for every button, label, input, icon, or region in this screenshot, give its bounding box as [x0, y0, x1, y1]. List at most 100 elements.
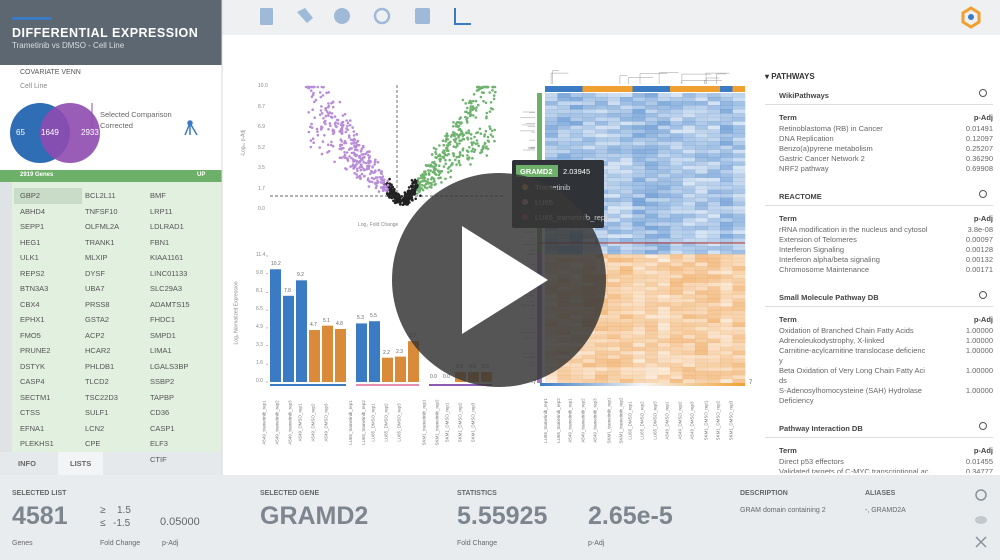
heat-cell	[670, 350, 683, 356]
heat-cell	[607, 314, 621, 319]
heat-cell	[720, 109, 733, 114]
pathway-row[interactable]: Adrenoleukodystrophy, X-linked 1.00000	[765, 336, 993, 346]
axis-label: Log₂ Fold Change	[358, 222, 399, 228]
volcano-dot	[449, 169, 453, 172]
volcano-dot	[327, 91, 331, 94]
volcano-dot	[354, 164, 357, 167]
volcano-dot	[464, 110, 467, 114]
heat-cell	[732, 282, 746, 287]
volcano-dot	[444, 177, 447, 181]
heat-cell	[595, 350, 608, 356]
tab-active[interactable]	[58, 452, 103, 475]
heat-cell	[682, 302, 696, 307]
network-icon[interactable]	[184, 120, 198, 136]
search-icon[interactable]	[979, 422, 987, 430]
volcano-dot	[439, 157, 443, 161]
heat-cell	[707, 129, 721, 134]
heat-cell	[732, 165, 746, 170]
column-band	[620, 86, 633, 92]
heat-cell	[695, 217, 708, 223]
search-icon[interactable]	[979, 190, 987, 198]
volcano-dot	[316, 133, 320, 137]
pathway-row[interactable]: Validated targets of C-MYC transcription…	[765, 467, 993, 473]
search-icon[interactable]	[975, 489, 987, 501]
heat-cell	[670, 177, 683, 182]
pathway-row[interactable]: NRF2 pathway 0.69908	[765, 164, 993, 174]
heat-cell	[707, 266, 721, 271]
heat-cell	[670, 246, 683, 251]
heat-cell	[620, 189, 633, 195]
column-band	[695, 86, 708, 92]
heat-cell	[720, 173, 733, 178]
icon[interactable]	[415, 8, 430, 24]
heat-cell	[682, 113, 696, 118]
pathway-row[interactable]: Direct p53 effectors 0.01455	[765, 457, 993, 467]
heat-cell	[645, 282, 658, 287]
heat-cell	[707, 137, 721, 142]
selected-gene-row[interactable]	[14, 188, 82, 204]
heat-cell	[645, 242, 658, 247]
title: DIFFERENTIAL EXPRESSION	[12, 26, 199, 40]
pathway-row[interactable]: Carnitine-acylcarnitine translocase defi…	[765, 346, 993, 366]
heat-cell	[657, 238, 671, 243]
heat-cell	[657, 101, 671, 106]
icon[interactable]	[297, 8, 313, 23]
term: Benzo(a)pyrene metabolism	[779, 144, 873, 153]
volcano-dot	[466, 154, 469, 157]
volcano-dot	[464, 115, 467, 119]
pathway-row[interactable]: S-Adenosylhomocysteine (SAH) Hydrolase D…	[765, 386, 993, 406]
heat-cell	[607, 342, 621, 348]
pathway-row[interactable]: Interferon alpha/beta signaling 0.00132	[765, 255, 993, 265]
pathway-row[interactable]: Benzo(a)pyrene metabolism 0.25207	[765, 144, 993, 154]
heat-cell	[645, 326, 658, 331]
pathway-row[interactable]: DNA Replication 0.12097	[765, 134, 993, 144]
gene: PHLDB1	[85, 361, 115, 371]
heat-cell	[607, 379, 621, 384]
footer-icons[interactable]	[975, 489, 987, 548]
heat-cell	[570, 101, 583, 106]
heat-cell	[732, 294, 746, 299]
pathway-row[interactable]: Interferon Signaling 0.00128	[765, 245, 993, 255]
heat-cell	[657, 354, 671, 360]
search-icon[interactable]	[979, 89, 987, 97]
heat-cell	[632, 165, 646, 170]
heat-cell	[707, 141, 721, 146]
heat-cell	[620, 145, 633, 150]
volcano-dot	[454, 145, 458, 149]
gene: LDLRAD1	[150, 222, 184, 231]
gene: EFNA1	[20, 423, 45, 433]
pathway-row[interactable]: Chromosome Maintenance 0.00171	[765, 265, 993, 275]
pathway-row[interactable]: rRNA modification in the nucleus and cyt…	[765, 225, 993, 235]
volcano-dot	[464, 102, 468, 105]
heat-cell	[732, 254, 746, 259]
play-icon[interactable]	[462, 226, 548, 334]
heat-cell	[582, 379, 596, 384]
pathway-row[interactable]: Beta Oxidation of Very Long Chain Fatty …	[765, 366, 993, 386]
padj: 1.00000	[965, 386, 993, 395]
toolbar-icons[interactable]	[260, 7, 471, 25]
close-icon[interactable]	[975, 536, 987, 548]
label: DESCRIPTION	[740, 490, 788, 497]
icon[interactable]	[373, 7, 391, 25]
volcano-dot	[328, 122, 332, 125]
pathway-row[interactable]: Gastric Cancer Network 2 0.36290	[765, 154, 993, 164]
volcano-dot	[348, 123, 352, 127]
heat-cell	[670, 298, 683, 303]
bar	[356, 323, 367, 382]
volcano-dot	[320, 125, 323, 128]
pathway-row[interactable]: Oxidation of Branched Chain Fatty Acids 1…	[765, 326, 993, 336]
icon[interactable]	[260, 8, 273, 25]
heat-cell	[707, 105, 721, 110]
heat-cell	[607, 101, 621, 106]
pathway-row[interactable]: Retinoblastoma (RB) in Cancer 0.01491	[765, 124, 993, 134]
icon[interactable]	[454, 8, 471, 25]
heat-cell	[632, 314, 646, 319]
pathway-row[interactable]: Extension of Telomeres 0.00097	[765, 235, 993, 245]
heat-cell	[557, 153, 571, 158]
icon[interactable]	[334, 8, 350, 24]
gene: PRUNE2	[20, 346, 51, 355]
cloud-icon[interactable]	[975, 516, 987, 524]
volcano-dot	[471, 147, 475, 151]
search-icon[interactable]	[979, 291, 987, 299]
